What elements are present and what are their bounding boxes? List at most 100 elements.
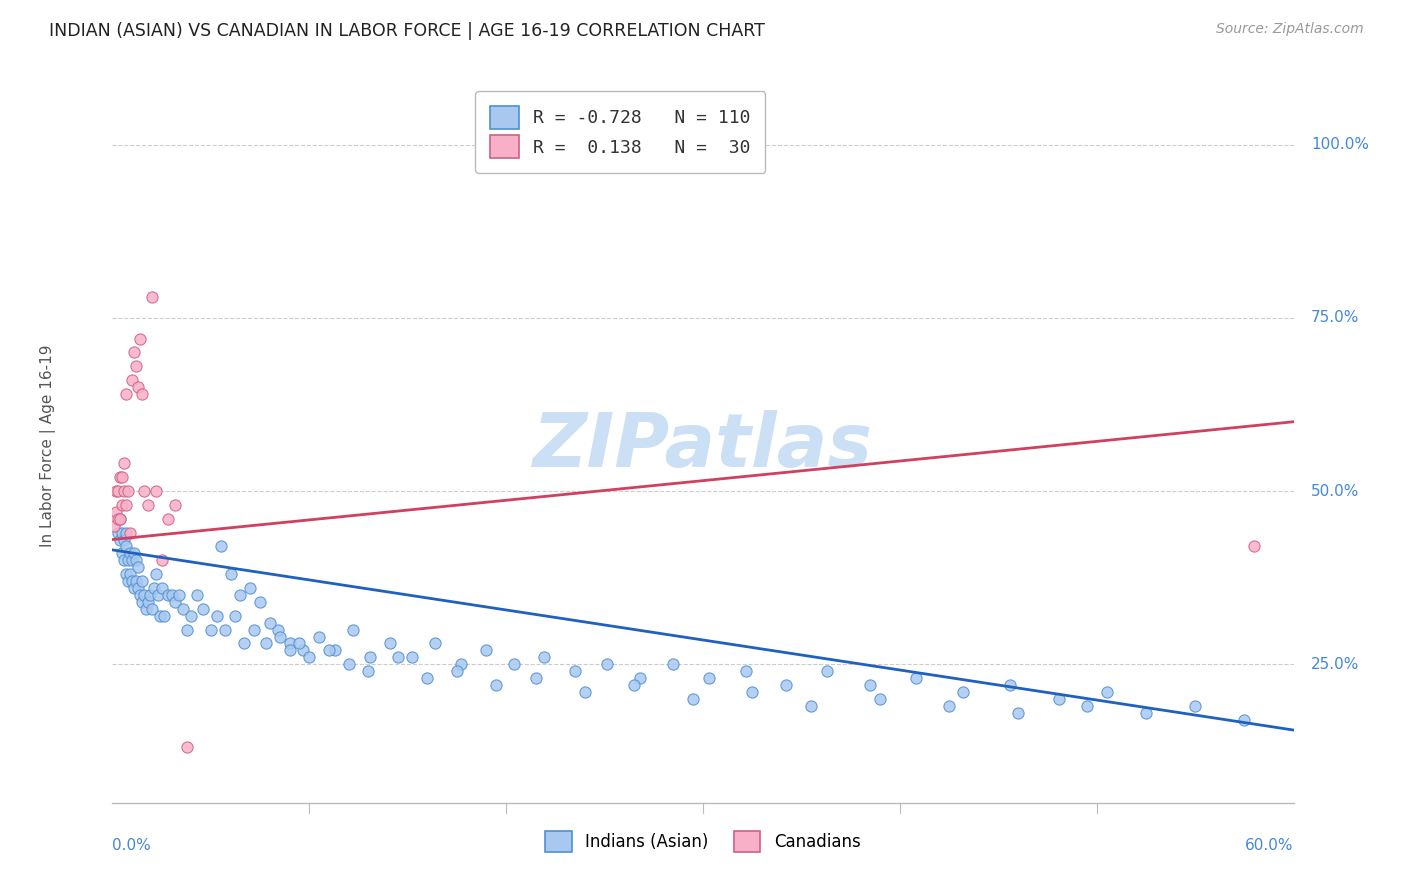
Point: [628, 671, 651, 685]
Point: [117, 574, 139, 588]
Point: [112, 533, 135, 547]
Text: INDIAN (ASIAN) VS CANADIAN IN LABOR FORCE | AGE 16-19 CORRELATION CHART: INDIAN (ASIAN) VS CANADIAN IN LABOR FORC…: [49, 22, 765, 40]
Point: [269, 630, 291, 644]
Point: [172, 602, 194, 616]
Point: [135, 602, 157, 616]
Point: [243, 623, 266, 637]
Point: [205, 608, 228, 623]
Point: [112, 553, 135, 567]
Point: [149, 608, 172, 623]
Point: [292, 643, 315, 657]
Point: [359, 650, 381, 665]
Point: [115, 387, 138, 401]
Point: [815, 664, 838, 678]
Point: [904, 671, 927, 685]
Point: [595, 657, 617, 672]
Text: 25.0%: 25.0%: [1312, 657, 1360, 672]
Point: [697, 671, 720, 685]
Point: [145, 567, 167, 582]
Point: [120, 546, 142, 560]
Point: [278, 636, 301, 650]
Point: [298, 650, 321, 665]
Point: [308, 630, 330, 644]
Point: [342, 623, 364, 637]
Point: [131, 574, 153, 588]
Point: [249, 595, 271, 609]
Point: [152, 608, 174, 623]
Point: [214, 623, 236, 637]
Point: [1007, 706, 1029, 720]
Point: [416, 671, 439, 685]
Text: 60.0%: 60.0%: [1246, 838, 1294, 854]
Point: [1184, 698, 1206, 713]
Point: [125, 553, 148, 567]
Point: [1047, 691, 1070, 706]
Point: [475, 643, 498, 657]
Point: [103, 518, 125, 533]
Point: [254, 636, 277, 650]
Point: [132, 588, 155, 602]
Point: [267, 623, 290, 637]
Point: [775, 678, 797, 692]
Point: [127, 560, 149, 574]
Point: [682, 691, 704, 706]
Point: [111, 546, 134, 560]
Text: 100.0%: 100.0%: [1312, 137, 1369, 153]
Point: [112, 456, 135, 470]
Point: [735, 664, 758, 678]
Point: [278, 643, 301, 657]
Point: [129, 588, 152, 602]
Point: [115, 498, 138, 512]
Legend: Indians (Asian), Canadians: Indians (Asian), Canadians: [531, 818, 875, 866]
Point: [623, 678, 645, 692]
Point: [156, 512, 179, 526]
Point: [741, 685, 763, 699]
Point: [524, 671, 547, 685]
Point: [564, 664, 586, 678]
Point: [180, 608, 202, 623]
Point: [229, 588, 252, 602]
Point: [120, 525, 142, 540]
Point: [115, 525, 138, 540]
Point: [503, 657, 526, 672]
Point: [122, 546, 145, 560]
Point: [121, 553, 143, 567]
Point: [120, 567, 142, 582]
Point: [1233, 713, 1256, 727]
Point: [233, 636, 256, 650]
Point: [107, 483, 129, 498]
Point: [110, 470, 132, 484]
Point: [401, 650, 423, 665]
Point: [127, 380, 149, 394]
Text: 0.0%: 0.0%: [112, 838, 152, 854]
Point: [533, 650, 555, 665]
Point: [200, 623, 222, 637]
Point: [318, 643, 340, 657]
Point: [160, 588, 183, 602]
Point: [150, 581, 173, 595]
Text: In Labor Force | Age 16-19: In Labor Force | Age 16-19: [39, 344, 55, 548]
Point: [136, 498, 159, 512]
Point: [176, 623, 198, 637]
Point: [142, 581, 165, 595]
Text: Source: ZipAtlas.com: Source: ZipAtlas.com: [1216, 22, 1364, 37]
Point: [574, 685, 596, 699]
Point: [425, 636, 447, 650]
Point: [121, 373, 143, 387]
Point: [859, 678, 882, 692]
Point: [239, 581, 262, 595]
Point: [125, 574, 148, 588]
Text: 75.0%: 75.0%: [1312, 310, 1360, 326]
Text: ZIPatlas: ZIPatlas: [533, 409, 873, 483]
Point: [209, 540, 232, 554]
Point: [357, 664, 380, 678]
Point: [378, 636, 401, 650]
Point: [129, 332, 152, 346]
Point: [145, 483, 167, 498]
Point: [337, 657, 360, 672]
Text: 50.0%: 50.0%: [1312, 483, 1360, 499]
Point: [111, 498, 134, 512]
Point: [115, 567, 138, 582]
Point: [191, 602, 214, 616]
Point: [141, 290, 163, 304]
